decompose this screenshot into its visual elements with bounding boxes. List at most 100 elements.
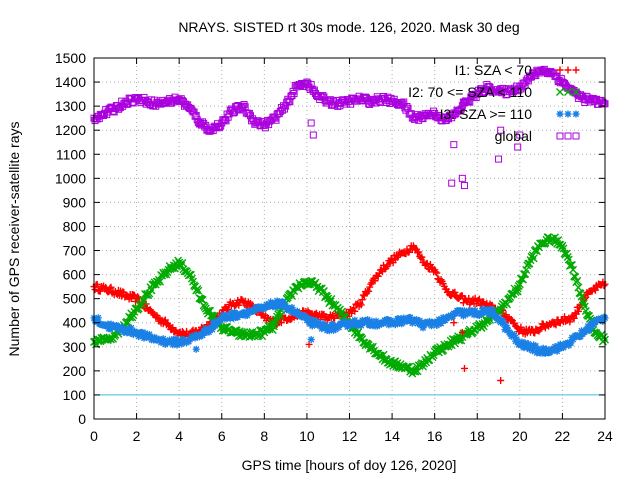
point-i3 [318, 325, 326, 333]
point-i3 [357, 322, 365, 330]
point-global [288, 91, 296, 99]
point-i2 [161, 268, 170, 277]
point-i3 [355, 321, 363, 329]
point-i2 [174, 256, 183, 265]
point-i1 [153, 311, 161, 319]
point-i1 [574, 307, 582, 315]
point-i1 [366, 283, 374, 291]
legend-marker [556, 110, 564, 118]
y-tick-label: 100 [63, 387, 87, 403]
x-tick-label: 6 [218, 428, 226, 444]
point-global [222, 117, 230, 125]
axis-ticks: 0 2 4 6 8 10 12 14 16 18 20 22 240100200300400500600… [55, 50, 613, 444]
point-i1 [161, 316, 169, 324]
point-i3 [229, 314, 237, 322]
point-i1 [166, 322, 174, 330]
point-i3 [145, 330, 153, 338]
point-global [545, 68, 553, 76]
point-i1 [556, 319, 564, 327]
point-i1 [429, 264, 437, 272]
point-i1 [93, 280, 101, 288]
point-i3 [364, 316, 372, 324]
x-tick-label: 16 [427, 428, 443, 444]
point-i3 [503, 323, 511, 331]
point-i3 [551, 343, 559, 351]
point-i1 [459, 299, 467, 307]
point-i3 [153, 336, 161, 344]
legend-marker [572, 132, 580, 140]
point-i3 [276, 302, 284, 310]
point-i3 [171, 337, 179, 345]
point-i3 [177, 340, 185, 348]
point-i2 [599, 332, 608, 341]
legend-marker [564, 110, 572, 118]
point-i3 [118, 323, 126, 331]
outlier-global [307, 119, 315, 127]
point-i3 [513, 335, 521, 343]
point-global [361, 93, 369, 101]
outlier-i3 [192, 345, 200, 353]
point-i2 [124, 318, 133, 327]
point-i3 [146, 333, 154, 341]
outlier-global [514, 143, 522, 151]
legend-marker [556, 88, 564, 96]
point-global [456, 106, 464, 114]
point-i3 [406, 313, 414, 321]
legend-marker [556, 66, 564, 74]
x-tick-label: 20 [512, 428, 528, 444]
point-i3 [418, 321, 426, 329]
point-i3 [549, 347, 557, 355]
point-i2 [379, 350, 388, 359]
y-tick-label: 300 [63, 339, 87, 355]
point-i3 [92, 315, 100, 323]
point-i3 [511, 331, 519, 339]
x-tick-label: 2 [133, 428, 141, 444]
outlier-global [497, 126, 505, 134]
point-global [216, 124, 224, 132]
outlier-global [448, 179, 456, 187]
point-i3 [408, 319, 416, 327]
point-i1 [415, 248, 423, 256]
point-i2 [563, 253, 572, 262]
legend-label: I2: 70 <= SZA < 110 [408, 84, 532, 100]
point-i1 [374, 272, 382, 280]
point-i2 [140, 296, 149, 305]
outlier-i2 [513, 287, 522, 296]
point-i3 [583, 326, 591, 334]
y-tick-label: 700 [63, 243, 87, 259]
point-i3 [555, 345, 563, 353]
outlier-global [309, 131, 317, 139]
point-i3 [588, 322, 596, 330]
point-i2 [568, 260, 576, 269]
y-tick-label: 500 [63, 291, 87, 307]
point-i3 [471, 307, 479, 315]
point-i1 [357, 301, 365, 309]
point-i3 [499, 317, 507, 325]
point-global [278, 106, 286, 114]
point-i1 [502, 311, 510, 319]
point-i2 [178, 259, 187, 268]
point-i1 [417, 254, 425, 262]
x-tick-label: 12 [342, 428, 358, 444]
outlier-i2 [219, 323, 228, 332]
outlier-i2 [354, 328, 363, 337]
y-tick-label: 900 [63, 194, 87, 210]
point-i3 [387, 316, 395, 324]
point-i3 [288, 303, 296, 311]
point-global [183, 102, 191, 110]
point-i3 [185, 338, 193, 346]
series-group [90, 65, 609, 384]
point-i3 [300, 311, 308, 319]
point-i1 [433, 269, 441, 277]
point-i3 [385, 321, 393, 329]
point-i2 [206, 306, 215, 315]
point-i1 [241, 297, 249, 305]
x-tick-label: 0 [90, 428, 98, 444]
point-i1 [507, 315, 515, 323]
legend-marker [564, 66, 572, 74]
outlier-i2 [268, 325, 277, 334]
point-i3 [326, 324, 334, 332]
point-global [281, 105, 289, 113]
y-tick-label: 0 [78, 411, 86, 427]
point-i3 [397, 315, 405, 323]
